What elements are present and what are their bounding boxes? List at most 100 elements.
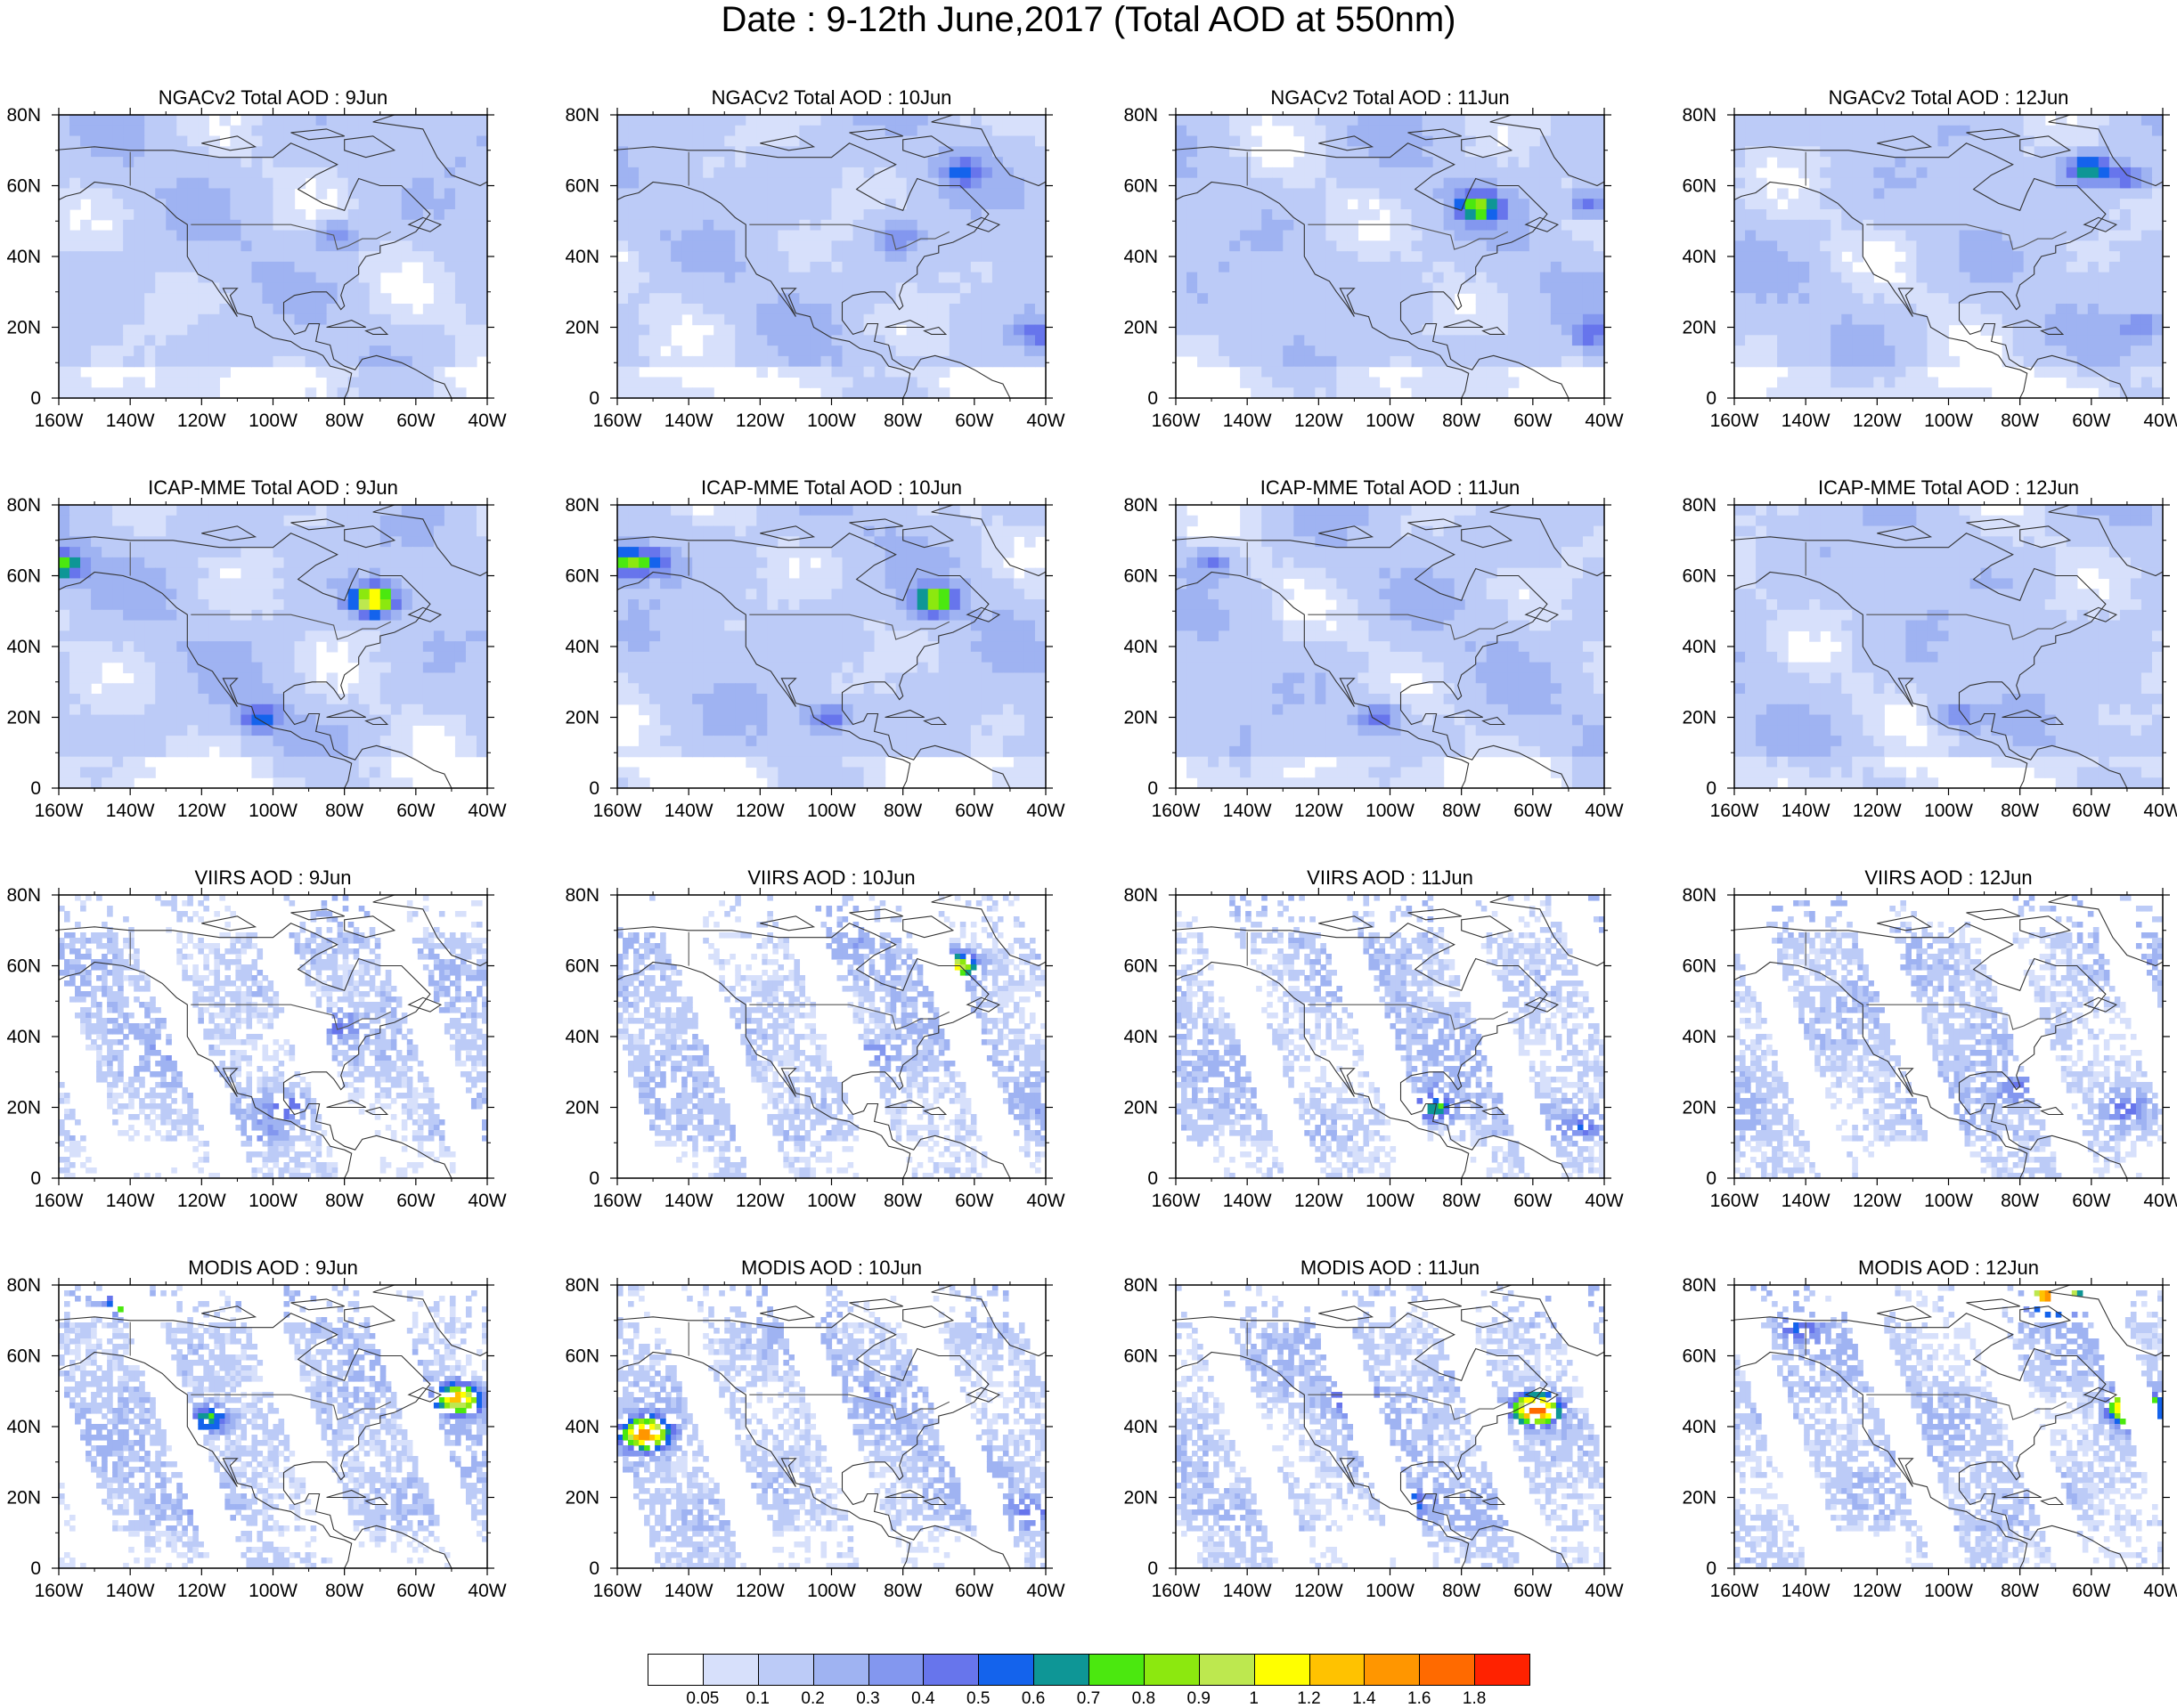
x-tick-label: 60W bbox=[2072, 1191, 2110, 1211]
x-tick-label: 100W bbox=[807, 1191, 856, 1211]
x-tick-label: 40W bbox=[1026, 801, 1064, 821]
coastline bbox=[617, 1285, 1046, 1568]
x-tick-label: 80W bbox=[325, 801, 363, 821]
y-tick-label: 0 bbox=[1147, 388, 1158, 409]
x-tick-label: 120W bbox=[1853, 801, 1902, 821]
y-tick-label: 0 bbox=[1706, 1558, 1716, 1579]
y-tick-label: 0 bbox=[30, 388, 41, 409]
x-tick-label: 100W bbox=[249, 1581, 298, 1601]
colorbar-swatch bbox=[757, 1654, 814, 1686]
x-tick-label: 100W bbox=[249, 411, 298, 431]
x-tick-label: 40W bbox=[1585, 1191, 1623, 1211]
y-tick-label: 40N bbox=[1682, 1417, 1716, 1437]
y-tick-label: 20N bbox=[1123, 1098, 1158, 1118]
x-tick-label: 120W bbox=[1853, 1191, 1902, 1211]
coastline bbox=[617, 895, 1046, 1178]
colorbar-swatch bbox=[1143, 1654, 1200, 1686]
panel-title: VIIRS AOD : 11Jun bbox=[1307, 866, 1473, 889]
map-panel: ICAP-MME Total AOD : 9Jun 160W 140W 120W 100… bbox=[6, 476, 506, 821]
x-tick-label: 160W bbox=[593, 411, 642, 431]
map-panel: VIIRS AOD : 9Jun 160W 140W 120W 100W 80W 60W 40… bbox=[6, 866, 506, 1211]
x-tick-label: 120W bbox=[177, 801, 226, 821]
y-tick-label: 20N bbox=[6, 1488, 41, 1509]
aod-field bbox=[59, 1285, 487, 1568]
x-tick-label: 100W bbox=[249, 1191, 298, 1211]
x-tick-label: 40W bbox=[468, 1191, 506, 1211]
x-tick-label: 80W bbox=[325, 1191, 363, 1211]
x-tick-label: 40W bbox=[2143, 1191, 2177, 1211]
x-tick-label: 60W bbox=[396, 1581, 435, 1601]
y-tick-label: 60N bbox=[1682, 956, 1716, 977]
x-tick-label: 80W bbox=[884, 411, 922, 431]
coastline bbox=[1734, 895, 2163, 1178]
y-tick-label: 80N bbox=[565, 495, 599, 516]
x-tick-label: 120W bbox=[736, 411, 785, 431]
y-tick-label: 80N bbox=[1682, 1275, 1716, 1296]
x-tick-label: 120W bbox=[736, 1191, 785, 1211]
x-tick-label: 40W bbox=[468, 1581, 506, 1601]
x-tick-label: 60W bbox=[955, 801, 993, 821]
y-tick-label: 60N bbox=[565, 176, 599, 197]
x-tick-label: 160W bbox=[1710, 411, 1759, 431]
y-tick-label: 40N bbox=[6, 247, 41, 267]
y-tick-label: 40N bbox=[565, 1027, 599, 1047]
x-tick-label: 80W bbox=[2001, 801, 2039, 821]
x-tick-label: 80W bbox=[884, 1191, 922, 1211]
y-tick-label: 0 bbox=[1706, 388, 1716, 409]
x-tick-label: 100W bbox=[1366, 1581, 1415, 1601]
y-tick-label: 40N bbox=[6, 1417, 41, 1437]
x-tick-label: 40W bbox=[468, 411, 506, 431]
x-tick-label: 160W bbox=[1710, 1581, 1759, 1601]
y-tick-label: 0 bbox=[30, 778, 41, 799]
map-panel: MODIS AOD : 12Jun 160W 140W 120W 100W 80W 60W 4… bbox=[1682, 1257, 2177, 1601]
colorbar-swatch bbox=[1198, 1654, 1255, 1686]
panel-title: VIIRS AOD : 12Jun bbox=[1864, 866, 2032, 889]
coastline bbox=[617, 505, 1046, 788]
y-tick-label: 60N bbox=[6, 176, 41, 197]
x-tick-label: 60W bbox=[955, 1581, 993, 1601]
y-tick-label: 60N bbox=[6, 566, 41, 587]
panel-title: MODIS AOD : 9Jun bbox=[188, 1257, 358, 1279]
x-tick-label: 140W bbox=[1782, 1191, 1830, 1211]
x-tick-label: 140W bbox=[106, 1191, 155, 1211]
colorbar-label: 0.1 bbox=[746, 1690, 770, 1707]
x-tick-label: 80W bbox=[325, 1581, 363, 1601]
map-panel: VIIRS AOD : 11Jun 160W 140W 120W 100W 80W 60W 4… bbox=[1123, 866, 1623, 1211]
colorbar-swatch bbox=[978, 1654, 1035, 1686]
x-tick-label: 140W bbox=[1782, 1581, 1830, 1601]
y-tick-label: 20N bbox=[1682, 1098, 1716, 1118]
x-tick-label: 40W bbox=[1026, 1191, 1064, 1211]
y-tick-label: 40N bbox=[1682, 1027, 1716, 1047]
x-tick-label: 40W bbox=[1026, 411, 1064, 431]
panel-title: VIIRS AOD : 10Jun bbox=[747, 866, 915, 889]
y-tick-label: 20N bbox=[1123, 1488, 1158, 1509]
colorbar-swatch bbox=[1088, 1654, 1145, 1686]
y-tick-label: 60N bbox=[565, 566, 599, 587]
x-tick-label: 40W bbox=[2143, 801, 2177, 821]
x-tick-label: 80W bbox=[325, 411, 363, 431]
y-tick-label: 0 bbox=[1706, 1168, 1716, 1189]
y-tick-label: 80N bbox=[565, 885, 599, 906]
y-tick-label: 0 bbox=[589, 388, 599, 409]
x-tick-label: 100W bbox=[1924, 1191, 1973, 1211]
aod-field bbox=[617, 895, 1046, 1178]
x-tick-label: 160W bbox=[1152, 1581, 1201, 1601]
map-panel: ICAP-MME Total AOD : 11Jun 160W 140W 120W 10… bbox=[1123, 476, 1623, 821]
x-tick-label: 120W bbox=[736, 1581, 785, 1601]
y-tick-label: 80N bbox=[565, 105, 599, 126]
panel-title: MODIS AOD : 12Jun bbox=[1858, 1257, 2039, 1279]
colorbar-label: 0.4 bbox=[911, 1690, 934, 1707]
x-tick-label: 140W bbox=[1223, 1191, 1272, 1211]
panel-title: NGACv2 Total AOD : 9Jun bbox=[159, 86, 388, 109]
x-tick-label: 100W bbox=[1924, 801, 1973, 821]
x-tick-label: 80W bbox=[1442, 411, 1480, 431]
colorbar-label: 0.6 bbox=[1022, 1690, 1045, 1707]
x-tick-label: 40W bbox=[1585, 411, 1623, 431]
colorbar-swatch bbox=[812, 1654, 869, 1686]
y-tick-label: 20N bbox=[1682, 708, 1716, 728]
y-tick-label: 20N bbox=[1682, 318, 1716, 338]
x-tick-label: 140W bbox=[665, 411, 713, 431]
y-tick-label: 60N bbox=[1123, 1346, 1158, 1367]
colorbar-swatch bbox=[1309, 1654, 1366, 1686]
y-tick-label: 40N bbox=[1682, 247, 1716, 267]
